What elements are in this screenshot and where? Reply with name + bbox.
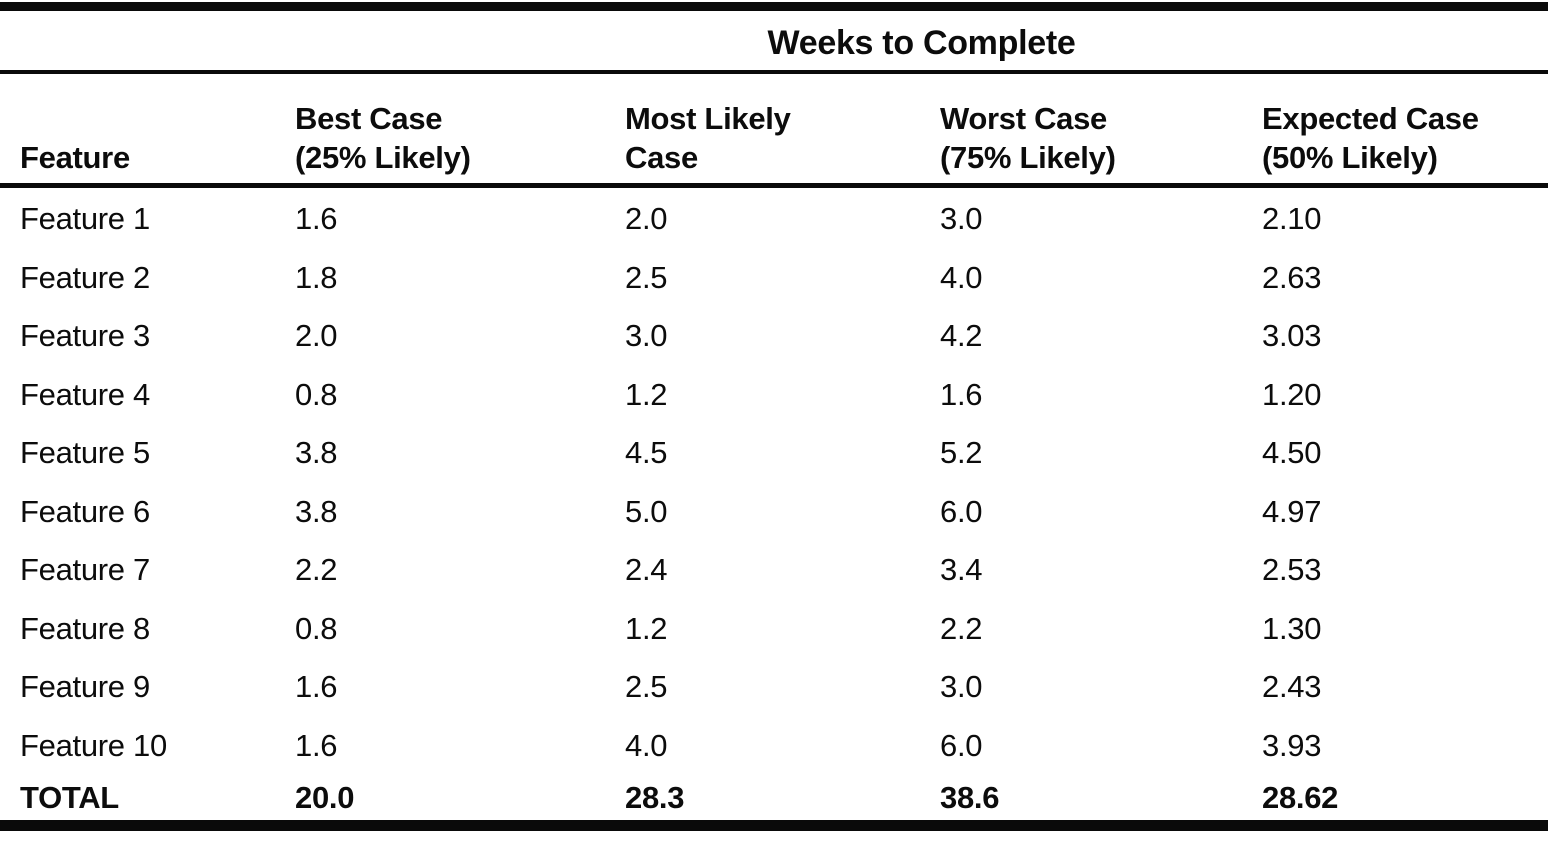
feature-label: Feature 1 <box>20 201 150 237</box>
best-case-value: 2.0 <box>295 318 338 354</box>
col-header-expected-case: Expected Case (50% Likely) <box>1262 99 1548 183</box>
expected-case-value: 2.43 <box>1262 669 1322 705</box>
best-case-value: 0.8 <box>295 376 338 412</box>
most-likely-value: 4.0 <box>625 727 668 763</box>
best-case-value: 1.8 <box>295 259 338 295</box>
best-case-value: 1.6 <box>295 669 338 705</box>
total-expected-case-value: 28.62 <box>1262 779 1339 815</box>
worst-case-value: 5.2 <box>940 435 983 471</box>
feature-label: Feature 2 <box>20 259 150 295</box>
bottom-rule <box>0 820 1548 831</box>
most-likely-value: 2.4 <box>625 552 668 588</box>
most-likely-value: 2.0 <box>625 201 668 237</box>
table-row: Feature 5 3.8 4.5 5.2 4.50 <box>0 424 1548 483</box>
worst-case-value: 1.6 <box>940 376 983 412</box>
most-likely-value: 4.5 <box>625 435 668 471</box>
total-most-likely-value: 28.3 <box>625 779 685 815</box>
table-row: Feature 9 1.6 2.5 3.0 2.43 <box>0 658 1548 717</box>
most-likely-value: 1.2 <box>625 376 668 412</box>
col-header-most-likely: Most Likely Case <box>625 99 940 183</box>
most-likely-value: 3.0 <box>625 318 668 354</box>
feature-label: Feature 10 <box>20 727 167 763</box>
col-header-best-case-line2: (25% Likely) <box>295 140 471 175</box>
table-row: Feature 4 0.8 1.2 1.6 1.20 <box>0 366 1548 425</box>
header-divider-rule <box>0 183 1548 188</box>
feature-label: Feature 8 <box>20 610 150 646</box>
feature-label: Feature 5 <box>20 435 150 471</box>
table-row: Feature 3 2.0 3.0 4.2 3.03 <box>0 307 1548 366</box>
table-row: Feature 1 1.6 2.0 3.0 2.10 <box>0 190 1548 249</box>
col-header-best-case: Best Case (25% Likely) <box>295 99 625 183</box>
column-header-row: Feature Best Case (25% Likely) Most Like… <box>0 78 1548 183</box>
worst-case-value: 2.2 <box>940 610 983 646</box>
table-row: Feature 7 2.2 2.4 3.4 2.53 <box>0 541 1548 600</box>
most-likely-value: 2.5 <box>625 259 668 295</box>
col-header-worst-case-line1: Worst Case <box>940 101 1107 136</box>
expected-case-value: 2.63 <box>1262 259 1322 295</box>
worst-case-value: 3.4 <box>940 552 983 588</box>
best-case-value: 3.8 <box>295 435 338 471</box>
total-label: TOTAL <box>20 779 119 815</box>
feature-label: Feature 7 <box>20 552 150 588</box>
table-row: Feature 10 1.6 4.0 6.0 3.93 <box>0 717 1548 776</box>
expected-case-value: 2.53 <box>1262 552 1322 588</box>
expected-case-value: 4.97 <box>1262 493 1322 529</box>
feature-label: Feature 9 <box>20 669 150 705</box>
worst-case-value: 6.0 <box>940 493 983 529</box>
table-title: Weeks to Complete <box>767 24 1076 62</box>
total-row: TOTAL 20.0 28.3 38.6 28.62 <box>0 775 1548 820</box>
col-header-expected-case-line1: Expected Case <box>1262 101 1479 136</box>
table-row: Feature 8 0.8 1.2 2.2 1.30 <box>0 600 1548 659</box>
col-header-most-likely-line1: Most Likely <box>625 101 791 136</box>
best-case-value: 1.6 <box>295 727 338 763</box>
title-divider-rule <box>0 70 1548 74</box>
table-row: Feature 2 1.8 2.5 4.0 2.63 <box>0 249 1548 308</box>
most-likely-value: 2.5 <box>625 669 668 705</box>
worst-case-value: 6.0 <box>940 727 983 763</box>
total-worst-case-value: 38.6 <box>940 779 1000 815</box>
expected-case-value: 2.10 <box>1262 201 1322 237</box>
most-likely-value: 5.0 <box>625 493 668 529</box>
col-header-worst-case-line2: (75% Likely) <box>940 140 1116 175</box>
expected-case-value: 1.20 <box>1262 376 1322 412</box>
worst-case-value: 3.0 <box>940 201 983 237</box>
worst-case-value: 3.0 <box>940 669 983 705</box>
best-case-value: 3.8 <box>295 493 338 529</box>
table-body: Feature 1 1.6 2.0 3.0 2.10 Feature 2 1.8… <box>0 190 1548 820</box>
best-case-value: 0.8 <box>295 610 338 646</box>
worst-case-value: 4.2 <box>940 318 983 354</box>
feature-label: Feature 6 <box>20 493 150 529</box>
col-header-feature-line2: Feature <box>20 140 130 175</box>
col-header-best-case-line1: Best Case <box>295 101 443 136</box>
worst-case-value: 4.0 <box>940 259 983 295</box>
best-case-value: 2.2 <box>295 552 338 588</box>
total-best-case-value: 20.0 <box>295 779 355 815</box>
col-header-feature: Feature <box>20 138 295 183</box>
feature-label: Feature 3 <box>20 318 150 354</box>
table-row: Feature 6 3.8 5.0 6.0 4.97 <box>0 483 1548 542</box>
col-header-worst-case: Worst Case (75% Likely) <box>940 99 1262 183</box>
expected-case-value: 3.03 <box>1262 318 1322 354</box>
feature-label: Feature 4 <box>20 376 150 412</box>
expected-case-value: 1.30 <box>1262 610 1322 646</box>
top-rule <box>0 2 1548 11</box>
expected-case-value: 3.93 <box>1262 727 1322 763</box>
expected-case-value: 4.50 <box>1262 435 1322 471</box>
best-case-value: 1.6 <box>295 201 338 237</box>
most-likely-value: 1.2 <box>625 610 668 646</box>
col-header-expected-case-line2: (50% Likely) <box>1262 140 1438 175</box>
col-header-most-likely-line2: Case <box>625 140 698 175</box>
